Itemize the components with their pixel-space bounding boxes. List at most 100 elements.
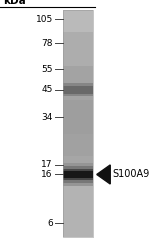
Bar xyxy=(63,116,93,117)
Bar xyxy=(63,229,93,230)
Bar xyxy=(63,31,93,32)
Bar xyxy=(63,14,93,15)
Bar xyxy=(63,135,93,136)
Bar xyxy=(63,19,93,20)
Bar xyxy=(63,91,93,92)
Bar xyxy=(63,82,93,83)
Bar xyxy=(63,163,93,186)
Bar xyxy=(63,68,93,69)
Bar xyxy=(63,118,93,119)
Bar xyxy=(63,103,93,104)
Bar xyxy=(63,12,93,13)
Bar xyxy=(63,32,93,33)
Text: 78: 78 xyxy=(41,38,53,48)
Bar xyxy=(63,150,93,151)
Bar xyxy=(63,110,93,111)
Bar xyxy=(63,35,93,36)
Bar xyxy=(63,78,93,79)
Bar xyxy=(63,106,93,107)
Bar xyxy=(63,107,93,108)
Bar xyxy=(63,175,93,176)
Bar xyxy=(63,233,93,234)
Bar xyxy=(63,28,93,29)
Bar xyxy=(63,131,93,132)
Bar xyxy=(63,184,93,185)
Bar xyxy=(63,53,93,54)
Bar xyxy=(63,213,93,214)
Bar xyxy=(63,79,93,80)
Bar xyxy=(63,181,93,182)
Bar xyxy=(63,74,93,75)
Bar xyxy=(63,89,93,90)
Bar xyxy=(63,29,93,30)
Bar xyxy=(63,73,93,74)
Bar xyxy=(63,183,93,184)
Bar xyxy=(63,186,93,187)
Bar xyxy=(63,18,93,19)
Bar xyxy=(63,81,93,82)
Bar xyxy=(63,189,93,190)
Bar xyxy=(63,210,93,211)
Bar xyxy=(63,41,93,42)
Bar xyxy=(63,162,93,163)
Bar xyxy=(63,38,93,39)
Bar xyxy=(63,193,93,194)
Text: 6: 6 xyxy=(47,219,53,228)
Bar xyxy=(63,75,93,76)
Bar xyxy=(63,128,93,129)
Bar xyxy=(63,207,93,208)
Bar xyxy=(63,232,93,233)
Bar xyxy=(63,36,93,37)
Bar xyxy=(63,123,93,124)
Bar xyxy=(63,92,93,93)
Bar xyxy=(63,156,93,157)
Bar xyxy=(63,121,93,122)
Bar xyxy=(63,146,93,147)
Bar xyxy=(63,15,93,16)
Bar xyxy=(63,149,93,150)
Bar xyxy=(63,13,93,14)
Text: 17: 17 xyxy=(41,160,53,169)
Bar xyxy=(63,182,93,183)
Bar xyxy=(63,155,93,156)
Bar xyxy=(63,230,93,231)
Bar xyxy=(63,102,93,103)
Bar xyxy=(63,51,93,52)
Bar xyxy=(63,94,93,95)
Bar xyxy=(63,176,93,177)
Bar xyxy=(63,223,93,224)
Bar xyxy=(63,185,93,186)
Bar xyxy=(63,26,93,27)
Bar xyxy=(63,85,93,86)
Text: S100A9: S100A9 xyxy=(112,169,150,179)
Bar xyxy=(63,54,93,55)
Bar xyxy=(63,96,93,97)
Bar xyxy=(63,225,93,226)
Bar xyxy=(63,152,93,153)
Bar xyxy=(63,153,93,154)
Bar xyxy=(63,160,93,161)
Bar xyxy=(63,129,93,130)
Bar xyxy=(63,25,93,26)
Bar xyxy=(63,47,93,48)
Bar xyxy=(63,203,93,204)
Bar xyxy=(63,86,93,87)
Bar xyxy=(63,197,93,198)
Bar xyxy=(63,10,93,237)
Bar xyxy=(63,16,93,17)
Bar xyxy=(63,148,93,149)
Bar xyxy=(63,122,93,123)
Bar xyxy=(63,63,93,64)
Bar xyxy=(63,136,93,137)
Bar xyxy=(63,218,93,219)
Bar xyxy=(63,124,93,125)
Bar xyxy=(63,59,93,60)
Bar xyxy=(63,164,93,165)
Bar xyxy=(63,62,93,63)
Text: kDa: kDa xyxy=(3,0,26,6)
Bar xyxy=(63,39,93,40)
Bar xyxy=(63,166,93,167)
Bar xyxy=(63,211,93,212)
Bar xyxy=(63,21,93,22)
Bar xyxy=(63,217,93,218)
